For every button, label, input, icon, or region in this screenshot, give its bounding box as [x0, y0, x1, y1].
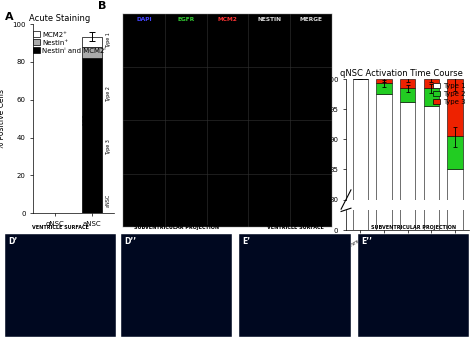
Bar	[376, 24, 392, 25]
Text: E’’: E’’	[361, 237, 372, 246]
X-axis label: Time post plating: Time post plating	[374, 258, 441, 267]
Text: A: A	[5, 12, 14, 22]
Bar	[424, 27, 439, 33]
Bar	[424, 24, 439, 27]
Bar	[424, 106, 439, 344]
Bar	[376, 79, 392, 83]
Bar	[376, 83, 392, 94]
Bar	[400, 79, 415, 88]
Text: VENTRICLE SURFACE: VENTRICLE SURFACE	[32, 225, 89, 230]
Text: MCM2: MCM2	[218, 18, 237, 22]
Bar	[447, 169, 463, 344]
Bar	[376, 94, 392, 344]
Y-axis label: Percentage of cells: Percentage of cells	[314, 103, 323, 175]
Text: SUBVENTRICULAR PROJECTION: SUBVENTRICULAR PROJECTION	[371, 225, 456, 230]
Text: D’’: D’’	[124, 237, 137, 246]
Text: B: B	[98, 1, 107, 11]
Bar	[424, 33, 439, 230]
Text: DAPI: DAPI	[137, 18, 152, 22]
Bar	[82, 37, 102, 47]
Legend: MCM2⁺, Nestin⁺, Nestinⁱ and MCM2ⁱ: MCM2⁺, Nestin⁺, Nestinⁱ and MCM2ⁱ	[33, 31, 106, 54]
Bar	[400, 102, 415, 344]
Bar	[447, 136, 463, 169]
Bar	[376, 29, 392, 230]
Text: Acute Staining: Acute Staining	[29, 14, 91, 23]
Text: Type 2: Type 2	[106, 86, 111, 102]
Y-axis label: % Positive Cells: % Positive Cells	[0, 89, 7, 149]
Bar	[400, 24, 415, 27]
Bar	[424, 79, 439, 88]
Text: Type 3: Type 3	[106, 139, 111, 155]
Bar	[447, 24, 463, 44]
Bar	[424, 88, 439, 106]
Text: D’: D’	[8, 237, 18, 246]
Legend: Type 1, Type 2, Type 3: Type 1, Type 2, Type 3	[433, 83, 466, 105]
Text: Type 1: Type 1	[106, 32, 111, 49]
Text: NESTIN: NESTIN	[257, 18, 281, 22]
Bar	[82, 58, 102, 213]
Bar	[447, 55, 463, 230]
Text: qNSC: qNSC	[83, 114, 88, 127]
Text: EGFR: EGFR	[177, 18, 194, 22]
Bar	[376, 25, 392, 29]
Bar	[447, 44, 463, 55]
Text: C: C	[319, 66, 327, 76]
Bar	[353, 79, 368, 344]
Text: qNSC Activation Time Course: qNSC Activation Time Course	[340, 69, 463, 78]
Text: MERGE: MERGE	[300, 18, 322, 22]
Text: VENTRICLE SURFACE: VENTRICLE SURFACE	[267, 225, 323, 230]
Text: SUBVENTRICULAR PROJECTION: SUBVENTRICULAR PROJECTION	[134, 225, 219, 230]
Bar	[400, 32, 415, 230]
Bar	[82, 47, 102, 58]
Bar	[353, 24, 368, 230]
Text: aNSC: aNSC	[106, 194, 111, 207]
Text: E’: E’	[243, 237, 251, 246]
Bar	[400, 27, 415, 32]
Bar	[400, 88, 415, 102]
Bar	[447, 79, 463, 136]
